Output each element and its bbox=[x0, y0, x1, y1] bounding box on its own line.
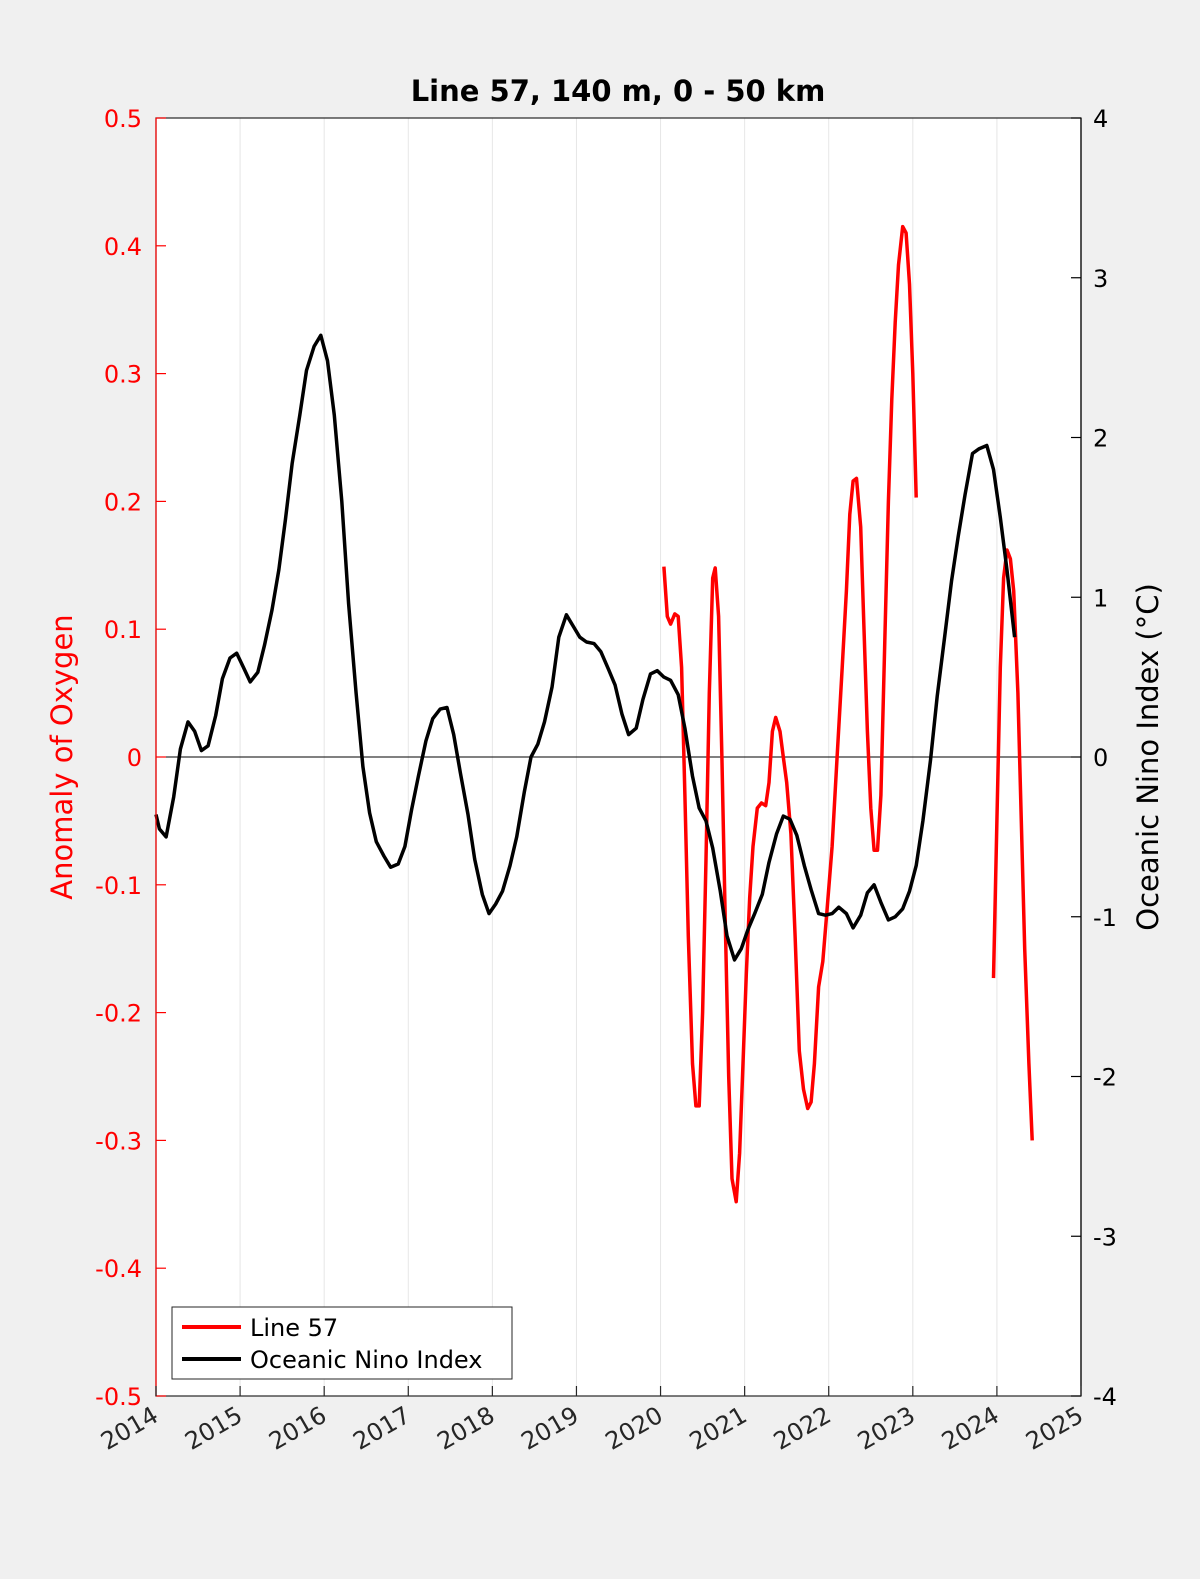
series-line57 bbox=[991, 548, 1034, 1141]
right-tick-label: -3 bbox=[1093, 1223, 1117, 1251]
series-oceanic-nino-index bbox=[154, 333, 1017, 962]
left-tick-label: 0.5 bbox=[104, 105, 142, 133]
legend-label-oni: Oceanic Nino Index bbox=[250, 1346, 482, 1374]
right-axis-label: Oceanic Nino Index (°C) bbox=[1131, 583, 1165, 931]
left-tick-label: 0.4 bbox=[104, 233, 142, 261]
legend-box bbox=[171, 1306, 513, 1380]
left-tick-label: -0.1 bbox=[95, 872, 142, 900]
legend: Line 57 Oceanic Nino Index bbox=[171, 1306, 513, 1380]
left-tick-label: 0.1 bbox=[104, 616, 142, 644]
right-tick-label: 2 bbox=[1093, 425, 1108, 453]
left-tick-label: -0.5 bbox=[95, 1383, 142, 1411]
left-tick-label: -0.2 bbox=[95, 1000, 142, 1028]
right-tick-label: 4 bbox=[1093, 105, 1108, 133]
left-axis-label: Anomaly of Oxygen bbox=[45, 614, 79, 899]
series-line57 bbox=[662, 224, 918, 1204]
series-layer bbox=[154, 224, 1034, 1204]
left-tick-label: 0.2 bbox=[104, 488, 142, 516]
right-axis: -4 -3 -2 -1 0 1 2 3 4 bbox=[1071, 105, 1117, 1411]
left-tick-label: 0.3 bbox=[104, 361, 142, 389]
right-tick-label: 0 bbox=[1093, 744, 1108, 772]
left-tick-label: 0 bbox=[127, 744, 142, 772]
left-tick-label: -0.3 bbox=[95, 1127, 142, 1155]
right-tick-label: -4 bbox=[1093, 1383, 1117, 1411]
right-tick-label: -2 bbox=[1093, 1064, 1117, 1092]
right-tick-label: -1 bbox=[1093, 904, 1117, 932]
chart-title: Line 57, 140 m, 0 - 50 km bbox=[411, 74, 826, 108]
legend-label-line57: Line 57 bbox=[250, 1314, 338, 1342]
left-tick-label: -0.4 bbox=[95, 1255, 142, 1283]
left-axis: -0.5 -0.4 -0.3 -0.2 -0.1 0 0.1 0.2 0.3 0.4 0.5 bbox=[95, 105, 166, 1411]
right-tick-label: 1 bbox=[1093, 584, 1108, 612]
right-tick-label: 3 bbox=[1093, 265, 1108, 293]
